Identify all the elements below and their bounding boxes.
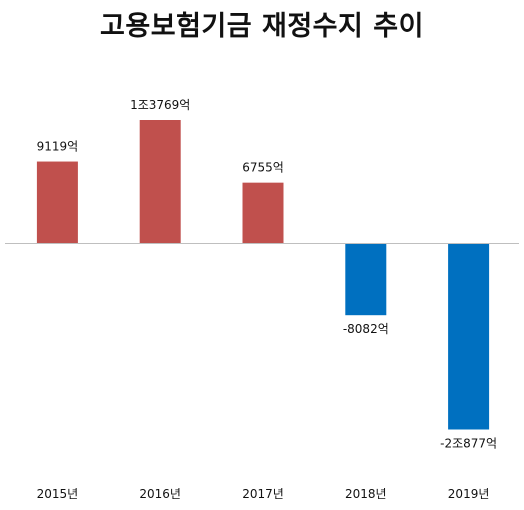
bar-4	[345, 243, 387, 316]
data-label-3: 6755억	[242, 161, 284, 175]
x-tick-label-2: 2016년	[139, 487, 181, 501]
x-tick-label-3: 2017년	[242, 487, 284, 501]
x-tick-label-4: 2018년	[345, 487, 387, 501]
x-tick-labels-group: 2015년 2016년 2017년 2018년 2019년	[37, 487, 490, 501]
bar-2	[139, 120, 181, 243]
data-label-1: 9119억	[37, 140, 79, 154]
x-tick-label-1: 2015년	[37, 487, 79, 501]
data-label-2: 1조3769억	[130, 98, 190, 112]
data-label-5: -2조877억	[440, 436, 497, 450]
chart-title: 고용보험기금 재정수지 추이	[100, 11, 424, 42]
bars-group	[36, 120, 490, 430]
bar-3	[242, 182, 284, 243]
bar-5	[448, 243, 490, 430]
data-label-4: -8082억	[343, 322, 389, 336]
bar-1	[36, 161, 78, 243]
x-tick-label-5: 2019년	[448, 487, 490, 501]
data-labels-group: 9119억 1조3769억 6755억 -8082억 -2조877억	[37, 98, 497, 450]
